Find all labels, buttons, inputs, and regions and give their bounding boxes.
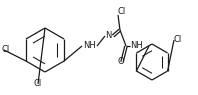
Text: Cl: Cl — [2, 46, 10, 55]
Text: NH: NH — [83, 42, 96, 51]
Text: Cl: Cl — [118, 8, 126, 17]
Text: N: N — [105, 32, 111, 40]
Text: NH: NH — [130, 42, 143, 51]
Text: O: O — [118, 57, 125, 66]
Text: Cl: Cl — [174, 36, 182, 44]
Text: Cl: Cl — [34, 78, 42, 87]
